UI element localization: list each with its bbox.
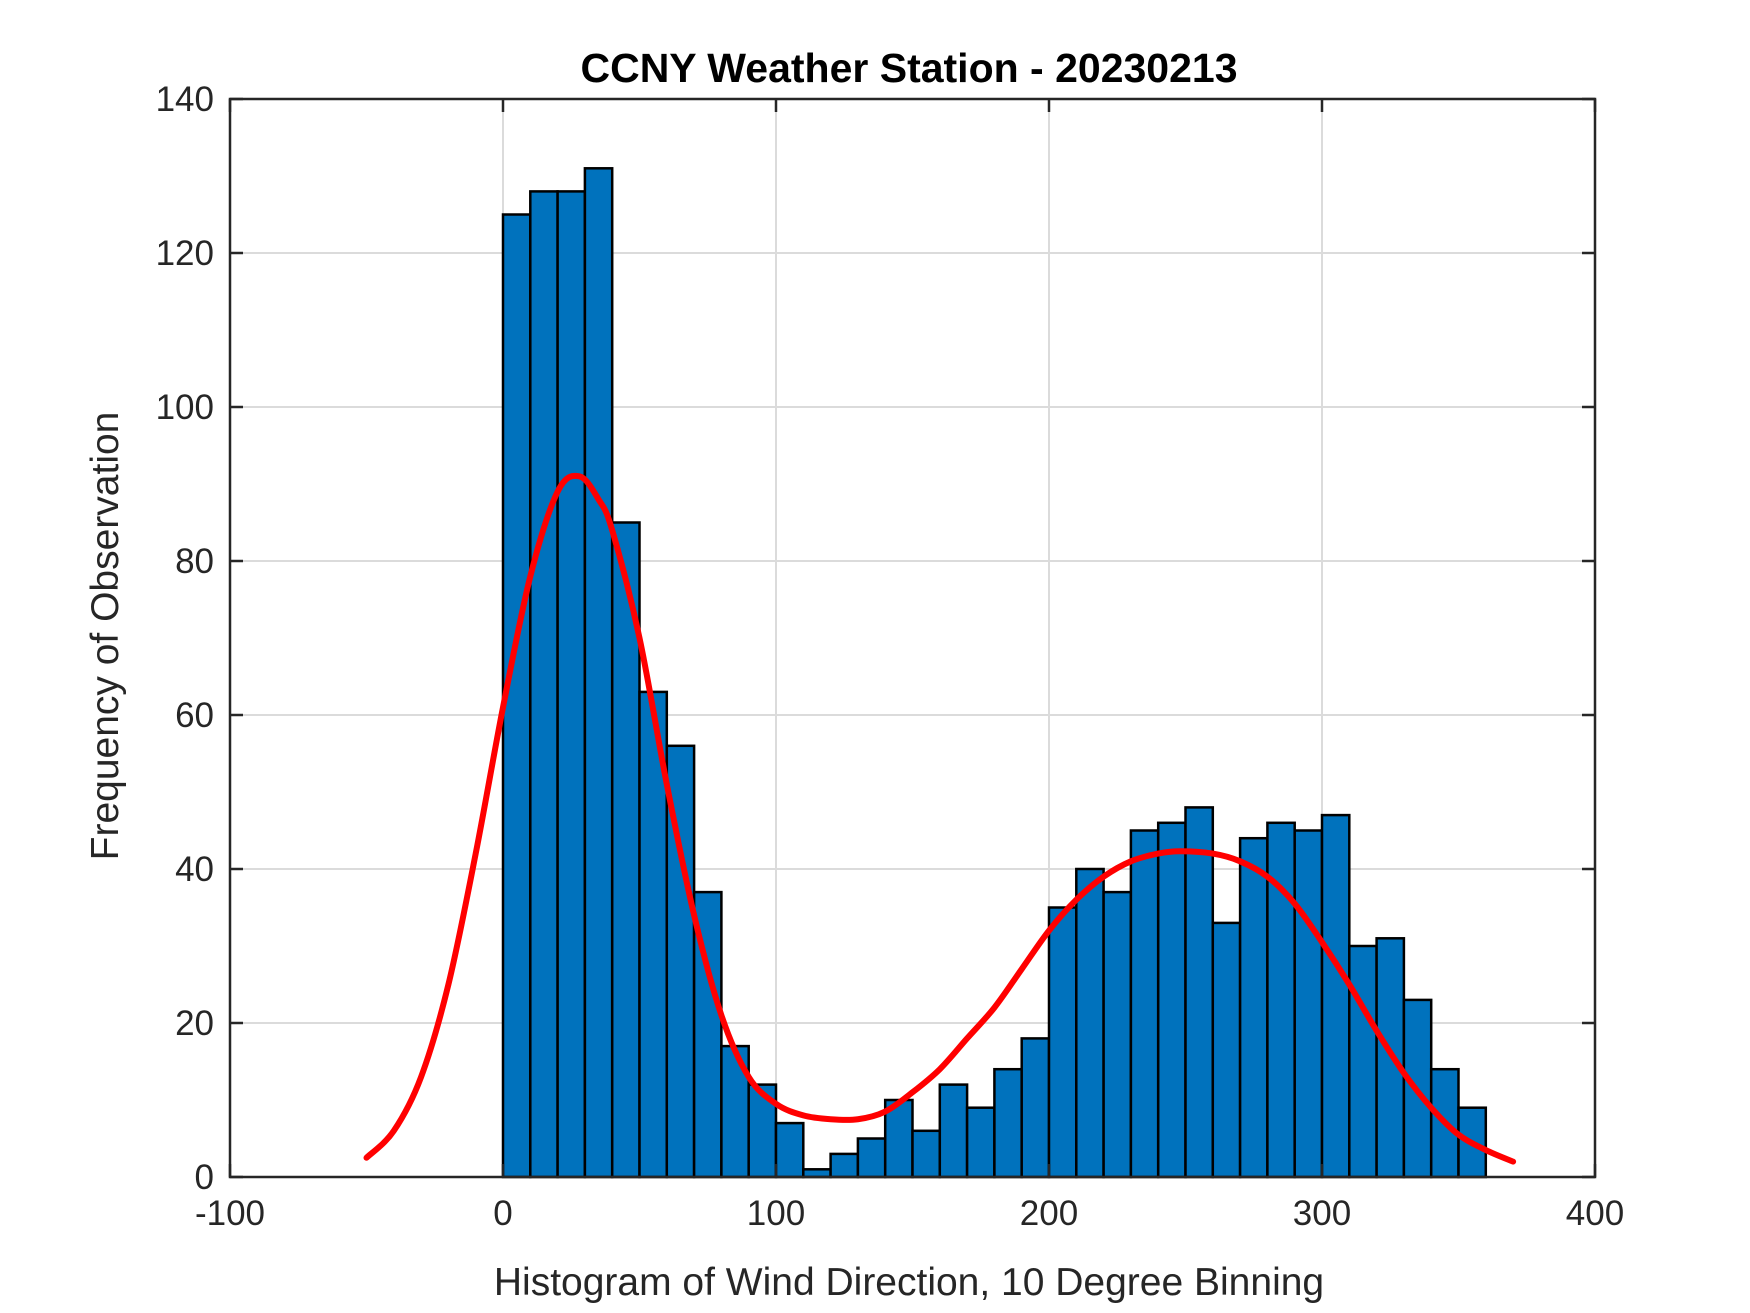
histogram-bar xyxy=(774,1121,805,1179)
y-tick-label: 120 xyxy=(156,234,214,273)
histogram-bar xyxy=(1348,944,1378,1179)
histogram-bar xyxy=(993,1067,1023,1179)
histogram-bar xyxy=(856,1137,887,1179)
y-axis-label: Frequency of Observation xyxy=(84,412,127,861)
histogram-bar xyxy=(1293,829,1324,1179)
histogram-bar xyxy=(1238,836,1269,1179)
histogram-bar xyxy=(556,190,587,1179)
histogram-bar xyxy=(1156,821,1187,1179)
chart-title: CCNY Weather Station - 20230213 xyxy=(580,45,1237,91)
fit-curve xyxy=(363,472,1517,1165)
x-axis-label: Histogram of Wind Direction, 10 Degree B… xyxy=(494,1261,1324,1304)
histogram-bar xyxy=(1184,806,1215,1179)
x-tick-label: 200 xyxy=(1020,1194,1078,1233)
x-tick-label: 0 xyxy=(493,1194,512,1233)
y-tick-label: 0 xyxy=(195,1158,214,1197)
x-tick-label: -100 xyxy=(195,1194,265,1233)
y-tick-label: 20 xyxy=(175,1004,214,1043)
histogram-bars xyxy=(501,167,1488,1179)
y-tick-label: 140 xyxy=(156,80,214,119)
histogram-bar xyxy=(529,190,559,1179)
histogram-bar xyxy=(1075,867,1105,1179)
y-tick-label: 80 xyxy=(175,542,214,581)
histogram-bar xyxy=(965,1106,996,1179)
histogram-bar xyxy=(1211,921,1242,1179)
histogram-bar xyxy=(1102,890,1133,1179)
histogram-bar xyxy=(1129,829,1160,1179)
y-tick-label: 40 xyxy=(175,850,214,889)
histogram-bar xyxy=(1320,813,1351,1179)
y-tick-label: 100 xyxy=(156,388,214,427)
x-tick-label: 100 xyxy=(747,1194,805,1233)
histogram-bar xyxy=(1266,821,1296,1179)
histogram-bar xyxy=(938,1083,969,1179)
histogram-bar xyxy=(911,1129,942,1179)
histogram-bar xyxy=(583,167,614,1179)
axes xyxy=(228,97,1597,1179)
y-tick-label: 60 xyxy=(175,696,214,735)
histogram-bar xyxy=(829,1152,860,1179)
x-tick-label: 300 xyxy=(1293,1194,1351,1233)
plot-frame xyxy=(228,97,1597,1179)
histogram-bar xyxy=(1020,1037,1051,1179)
histogram-bar xyxy=(1047,906,1078,1179)
x-tick-label: 400 xyxy=(1566,1194,1624,1233)
